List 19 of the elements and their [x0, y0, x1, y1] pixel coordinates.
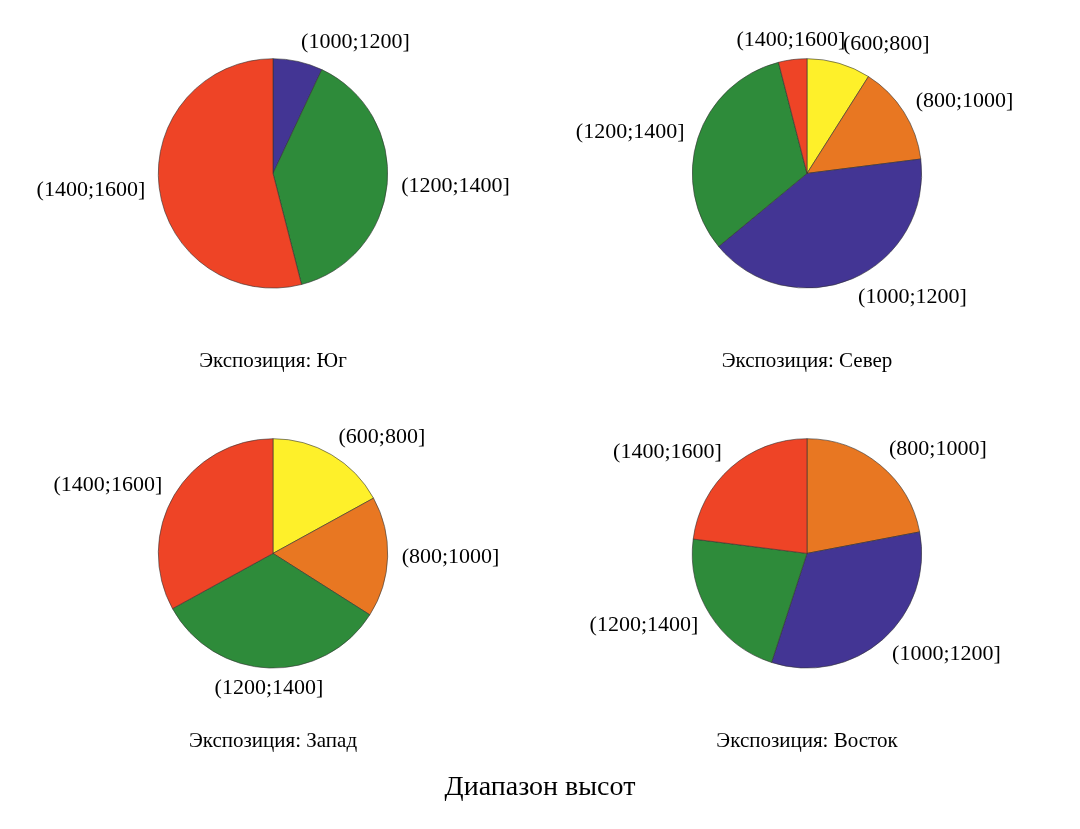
- slice-label: (1000;1200]: [858, 282, 967, 308]
- slice-label: (1400;1600]: [53, 470, 163, 496]
- text: Экспозиция: Восток: [716, 727, 899, 752]
- slice-label: (1200;1400]: [589, 611, 699, 637]
- slice-label: (800;1000]: [915, 87, 1014, 113]
- slice-label: (1400;1600]: [36, 176, 146, 202]
- slice-label: (1200;1400]: [214, 673, 324, 699]
- slice-label: (1000;1200]: [301, 27, 410, 53]
- text: Диапазон высот: [443, 770, 637, 802]
- slice-label: (800;1000]: [889, 435, 987, 461]
- slice-label: (1200;1400]: [575, 117, 685, 143]
- slice-label: (1000;1200]: [892, 640, 1001, 666]
- slice-label: (800;1000]: [401, 543, 500, 569]
- slice-label: (1200;1400]: [401, 171, 510, 197]
- slice-label: (1400;1600]: [613, 438, 722, 464]
- text: Экспозиция: Север: [721, 347, 893, 372]
- text: Экспозиция: Юг: [199, 347, 348, 372]
- text: Экспозиция: Запад: [188, 727, 358, 752]
- slice-label: (600;800]: [338, 423, 426, 449]
